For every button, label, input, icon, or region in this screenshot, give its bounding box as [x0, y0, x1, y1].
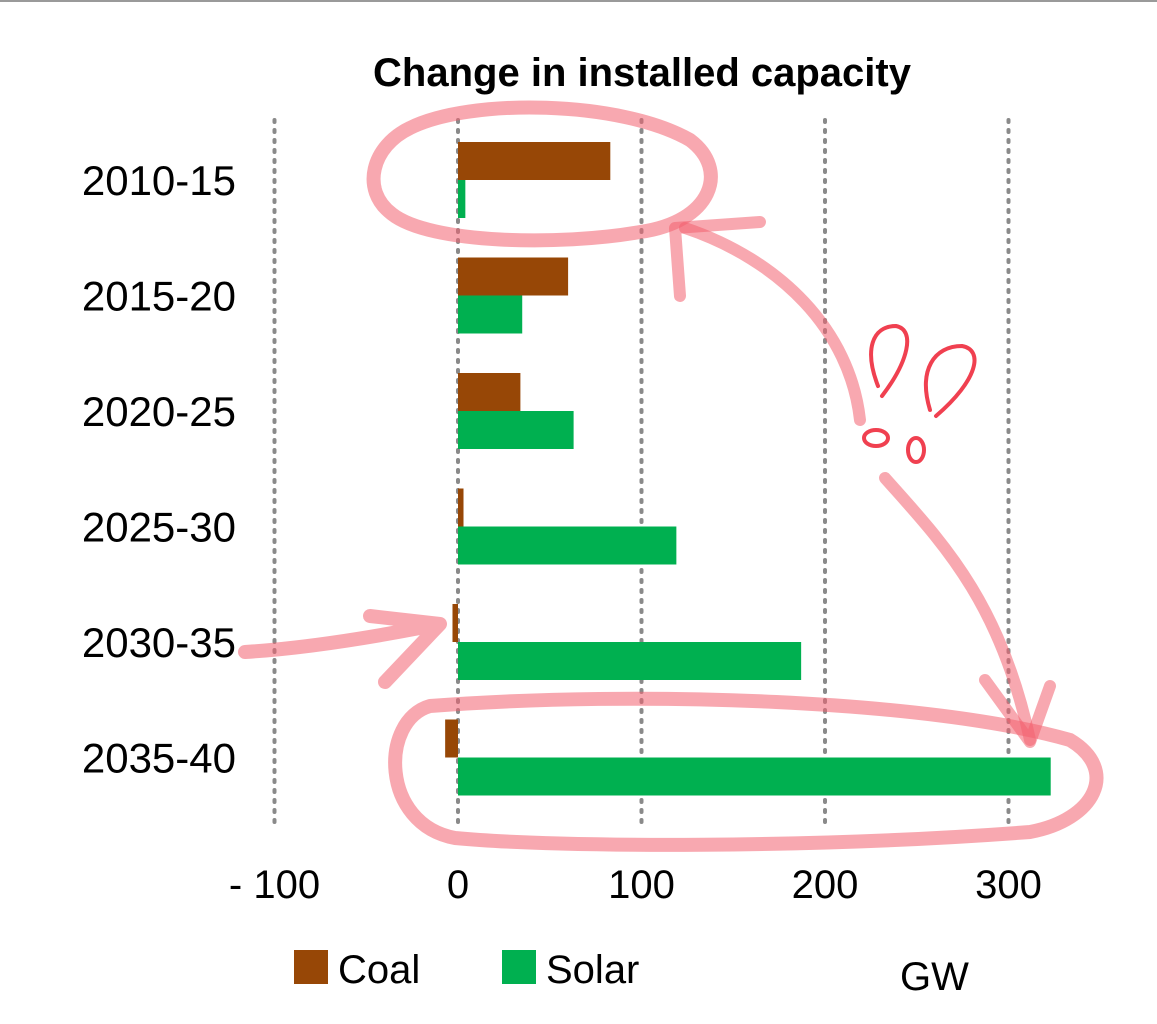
bar-solar-2015-20	[458, 295, 523, 334]
bars	[445, 142, 1051, 796]
x-tick-label-2: 100	[608, 863, 675, 907]
x-tick-labels: - 100 0 100 200 300	[229, 863, 1042, 907]
annotations-overlay	[238, 100, 1104, 852]
bar-coal-2030-35	[452, 604, 458, 642]
bar-coal-2025-30	[458, 488, 464, 527]
category-labels: 2010-15 2015-20 2020-25 2025-30 2030-35 2035-…	[82, 157, 236, 782]
category-label-2030-35: 2030-35	[82, 619, 236, 666]
category-label-2035-40: 2035-40	[82, 735, 236, 782]
x-tick-label-4: 300	[975, 863, 1042, 907]
x-tick-label-1: 0	[447, 863, 469, 907]
arrowhead-up-icon	[669, 216, 766, 302]
ellipse-annotation-bottom	[388, 691, 1104, 852]
bar-coal-2015-20	[458, 257, 569, 296]
bar-coal-2035-40	[445, 719, 458, 758]
legend-label-solar: Solar	[546, 948, 639, 992]
arrowhead-down-icon	[979, 674, 1056, 748]
category-label-2025-30: 2025-30	[82, 504, 236, 551]
category-label-2010-15: 2010-15	[82, 157, 236, 204]
legend-label-coal: Coal	[338, 948, 420, 992]
bar-solar-2010-15	[458, 180, 466, 218]
x-tick-label-3: 200	[792, 863, 859, 907]
curved-arrow-connector	[679, 222, 1036, 746]
category-label-2015-20: 2015-20	[82, 273, 236, 320]
bar-coal-2020-25	[458, 373, 521, 411]
bar-solar-2035-40	[458, 757, 1051, 796]
unit-label: GW	[900, 955, 969, 999]
category-label-2020-25: 2020-25	[82, 388, 236, 435]
bar-solar-2020-25	[458, 411, 574, 449]
legend: Coal Solar	[294, 948, 639, 992]
legend-swatch-solar	[502, 950, 536, 984]
gridlines	[272, 118, 1011, 824]
left-arrow-annotation	[238, 609, 447, 689]
legend-swatch-coal	[294, 950, 328, 984]
x-tick-label-0: - 100	[229, 863, 320, 907]
bar-solar-2025-30	[458, 526, 677, 565]
exclamation-marks-icon	[862, 324, 977, 464]
ellipse-annotation-top	[366, 100, 718, 248]
bar-coal-2010-15	[458, 142, 611, 180]
bar-solar-2030-35	[458, 642, 802, 680]
top-border	[0, 0, 1157, 2]
chart-title: Change in installed capacity	[373, 51, 912, 95]
